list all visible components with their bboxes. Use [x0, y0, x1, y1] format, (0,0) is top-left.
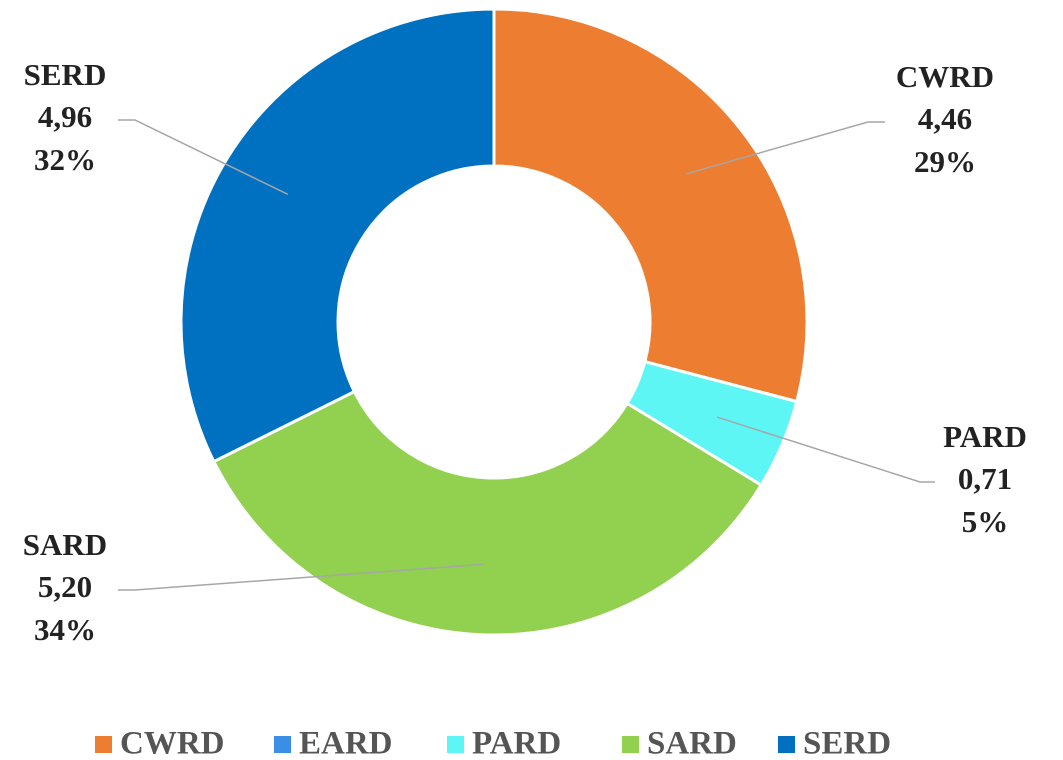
leader-line	[685, 121, 885, 175]
data-label-percent: 5%	[962, 504, 1009, 539]
data-label-percent: 32%	[34, 142, 96, 177]
data-label-value: 5,20	[38, 569, 92, 604]
data-label-value: 4,46	[918, 101, 972, 136]
slice	[492, 7, 809, 404]
leader-line	[118, 563, 484, 591]
slice	[179, 7, 496, 464]
data-label-percent: 34%	[34, 612, 96, 647]
data-label-name: PARD	[943, 419, 1027, 454]
legend-swatch	[778, 736, 795, 753]
legend-swatch	[274, 736, 291, 753]
legend-swatch	[447, 736, 464, 753]
legend-label: CWRD	[120, 726, 225, 760]
leader-line	[118, 119, 289, 196]
legend-label: PARD	[472, 726, 561, 760]
data-label-name: CWRD	[896, 59, 994, 94]
legend-swatch	[622, 736, 639, 753]
data-label-percent: 29%	[914, 144, 976, 179]
legend-label: EARD	[299, 726, 393, 760]
legend-label: SERD	[803, 726, 891, 760]
data-label-value: 0,71	[958, 461, 1012, 496]
data-label-value: 4,96	[38, 99, 92, 134]
leader-line	[716, 416, 935, 483]
legend-swatch	[95, 736, 112, 753]
legend-label: SARD	[647, 726, 737, 760]
data-label-name: SARD	[23, 527, 107, 562]
data-label-name: SERD	[24, 57, 107, 92]
